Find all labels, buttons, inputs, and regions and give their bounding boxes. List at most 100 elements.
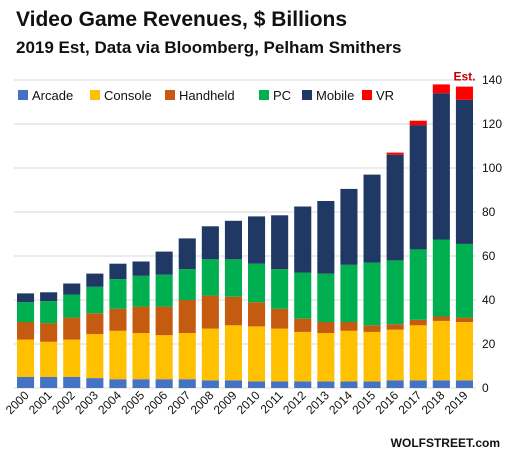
- bar-console-2000: [17, 339, 35, 377]
- bar-pc-2010: [248, 263, 266, 303]
- bar-mobile-2010: [248, 216, 266, 264]
- bar-vr-2016: [386, 152, 404, 155]
- bar-console-2011: [271, 328, 289, 382]
- x-tick-label: 2006: [141, 388, 170, 417]
- bar-pc-2003: [86, 286, 104, 314]
- bar-mobile-2002: [63, 283, 81, 295]
- bar-pc-2018: [432, 239, 450, 317]
- bar-arcade-2016: [386, 380, 404, 388]
- bar-handheld-2001: [40, 323, 58, 342]
- x-tick-label: 2005: [118, 388, 147, 417]
- bar-mobile-2017: [409, 125, 427, 250]
- bar-handheld-2017: [409, 319, 427, 326]
- bar-console-2016: [386, 329, 404, 381]
- bar-mobile-2004: [109, 263, 127, 280]
- legend-label-arcade: Arcade: [32, 88, 73, 103]
- bar-pc-2014: [340, 264, 358, 322]
- bar-console-2015: [363, 331, 381, 382]
- bar-handheld-2009: [224, 296, 242, 326]
- bar-mobile-2011: [271, 215, 289, 270]
- bar-arcade-2001: [40, 377, 58, 388]
- bar-console-2012: [294, 331, 312, 382]
- x-tick-label: 2012: [280, 388, 309, 417]
- bar-mobile-2001: [40, 292, 58, 302]
- bar-mobile-2014: [340, 188, 358, 265]
- legend-label-vr: VR: [376, 88, 394, 103]
- bar-arcade-2008: [201, 380, 219, 388]
- estimate-annotation: Est.: [453, 70, 475, 84]
- bar-arcade-2003: [86, 378, 104, 388]
- bar-handheld-2015: [363, 325, 381, 332]
- bar-mobile-2018: [432, 93, 450, 240]
- bar-console-2006: [155, 335, 173, 380]
- bar-handheld-2019: [455, 317, 473, 322]
- bar-arcade-2009: [224, 380, 242, 388]
- bar-mobile-2006: [155, 251, 173, 275]
- bar-pc-2013: [317, 273, 335, 322]
- x-tick-label: 2007: [165, 388, 194, 417]
- bar-handheld-2003: [86, 313, 104, 335]
- bar-arcade-2006: [155, 379, 173, 388]
- bar-arcade-2013: [317, 381, 335, 388]
- bar-arcade-2011: [271, 381, 289, 388]
- bar-mobile-2019: [455, 99, 473, 244]
- bar-arcade-2018: [432, 380, 450, 388]
- y-tick-label: 80: [482, 205, 496, 219]
- legend-swatch-vr: [362, 90, 372, 100]
- bar-mobile-2009: [224, 220, 242, 260]
- bar-arcade-2017: [409, 380, 427, 388]
- legend-layer: Arcade Console Handheld PC Mobile VR: [18, 88, 394, 103]
- bar-console-2017: [409, 325, 427, 381]
- bar-console-2008: [201, 328, 219, 381]
- x-tick-label: 2014: [326, 388, 355, 417]
- legend-label-pc: PC: [273, 88, 291, 103]
- bar-arcade-2005: [132, 379, 150, 388]
- bar-console-2004: [109, 330, 127, 380]
- bar-pc-2001: [40, 301, 58, 324]
- legend-label-handheld: Handheld: [179, 88, 235, 103]
- bar-arcade-2004: [109, 379, 127, 388]
- legend-swatch-arcade: [18, 90, 28, 100]
- legend-swatch-handheld: [165, 90, 175, 100]
- bar-console-2019: [455, 322, 473, 381]
- bar-console-2002: [63, 339, 81, 377]
- bar-mobile-2012: [294, 206, 312, 273]
- bar-mobile-2007: [178, 238, 196, 270]
- bar-console-2018: [432, 320, 450, 381]
- bar-vr-2017: [409, 120, 427, 126]
- legend-swatch-pc: [259, 90, 269, 100]
- x-tick-label: 2018: [419, 388, 448, 417]
- x-tick-label: 2013: [303, 388, 332, 417]
- bar-pc-2017: [409, 249, 427, 320]
- bar-arcade-2019: [455, 380, 473, 388]
- bar-arcade-2012: [294, 381, 312, 388]
- legend-swatch-mobile: [302, 90, 312, 100]
- y-tick-label: 100: [482, 161, 502, 175]
- bar-mobile-2013: [317, 201, 335, 274]
- bar-console-2007: [178, 333, 196, 380]
- x-tick-label: 2016: [372, 388, 401, 417]
- x-tick-label: 2010: [234, 388, 263, 417]
- bar-handheld-2013: [317, 322, 335, 333]
- bar-mobile-2003: [86, 273, 104, 287]
- bar-pc-2012: [294, 272, 312, 319]
- bar-arcade-2010: [248, 381, 266, 388]
- chart-subtitle: 2019 Est, Data via Bloomberg, Pelham Smi…: [16, 38, 402, 57]
- bar-pc-2005: [132, 275, 150, 307]
- x-tick-label: 2004: [95, 388, 124, 417]
- bar-vr-2019: [455, 86, 473, 100]
- bar-handheld-2018: [432, 316, 450, 321]
- bar-console-2014: [340, 330, 358, 382]
- x-tick-label: 2002: [49, 388, 78, 417]
- bar-pc-2015: [363, 262, 381, 326]
- bar-console-2003: [86, 334, 104, 379]
- y-tick-label: 120: [482, 117, 502, 131]
- bar-vr-2018: [432, 84, 450, 94]
- bar-handheld-2007: [178, 300, 196, 333]
- bar-mobile-2005: [132, 261, 150, 276]
- bar-pc-2009: [224, 259, 242, 297]
- legend-label-mobile: Mobile: [316, 88, 354, 103]
- y-tick-label: 140: [482, 73, 502, 87]
- bar-handheld-2016: [386, 324, 404, 330]
